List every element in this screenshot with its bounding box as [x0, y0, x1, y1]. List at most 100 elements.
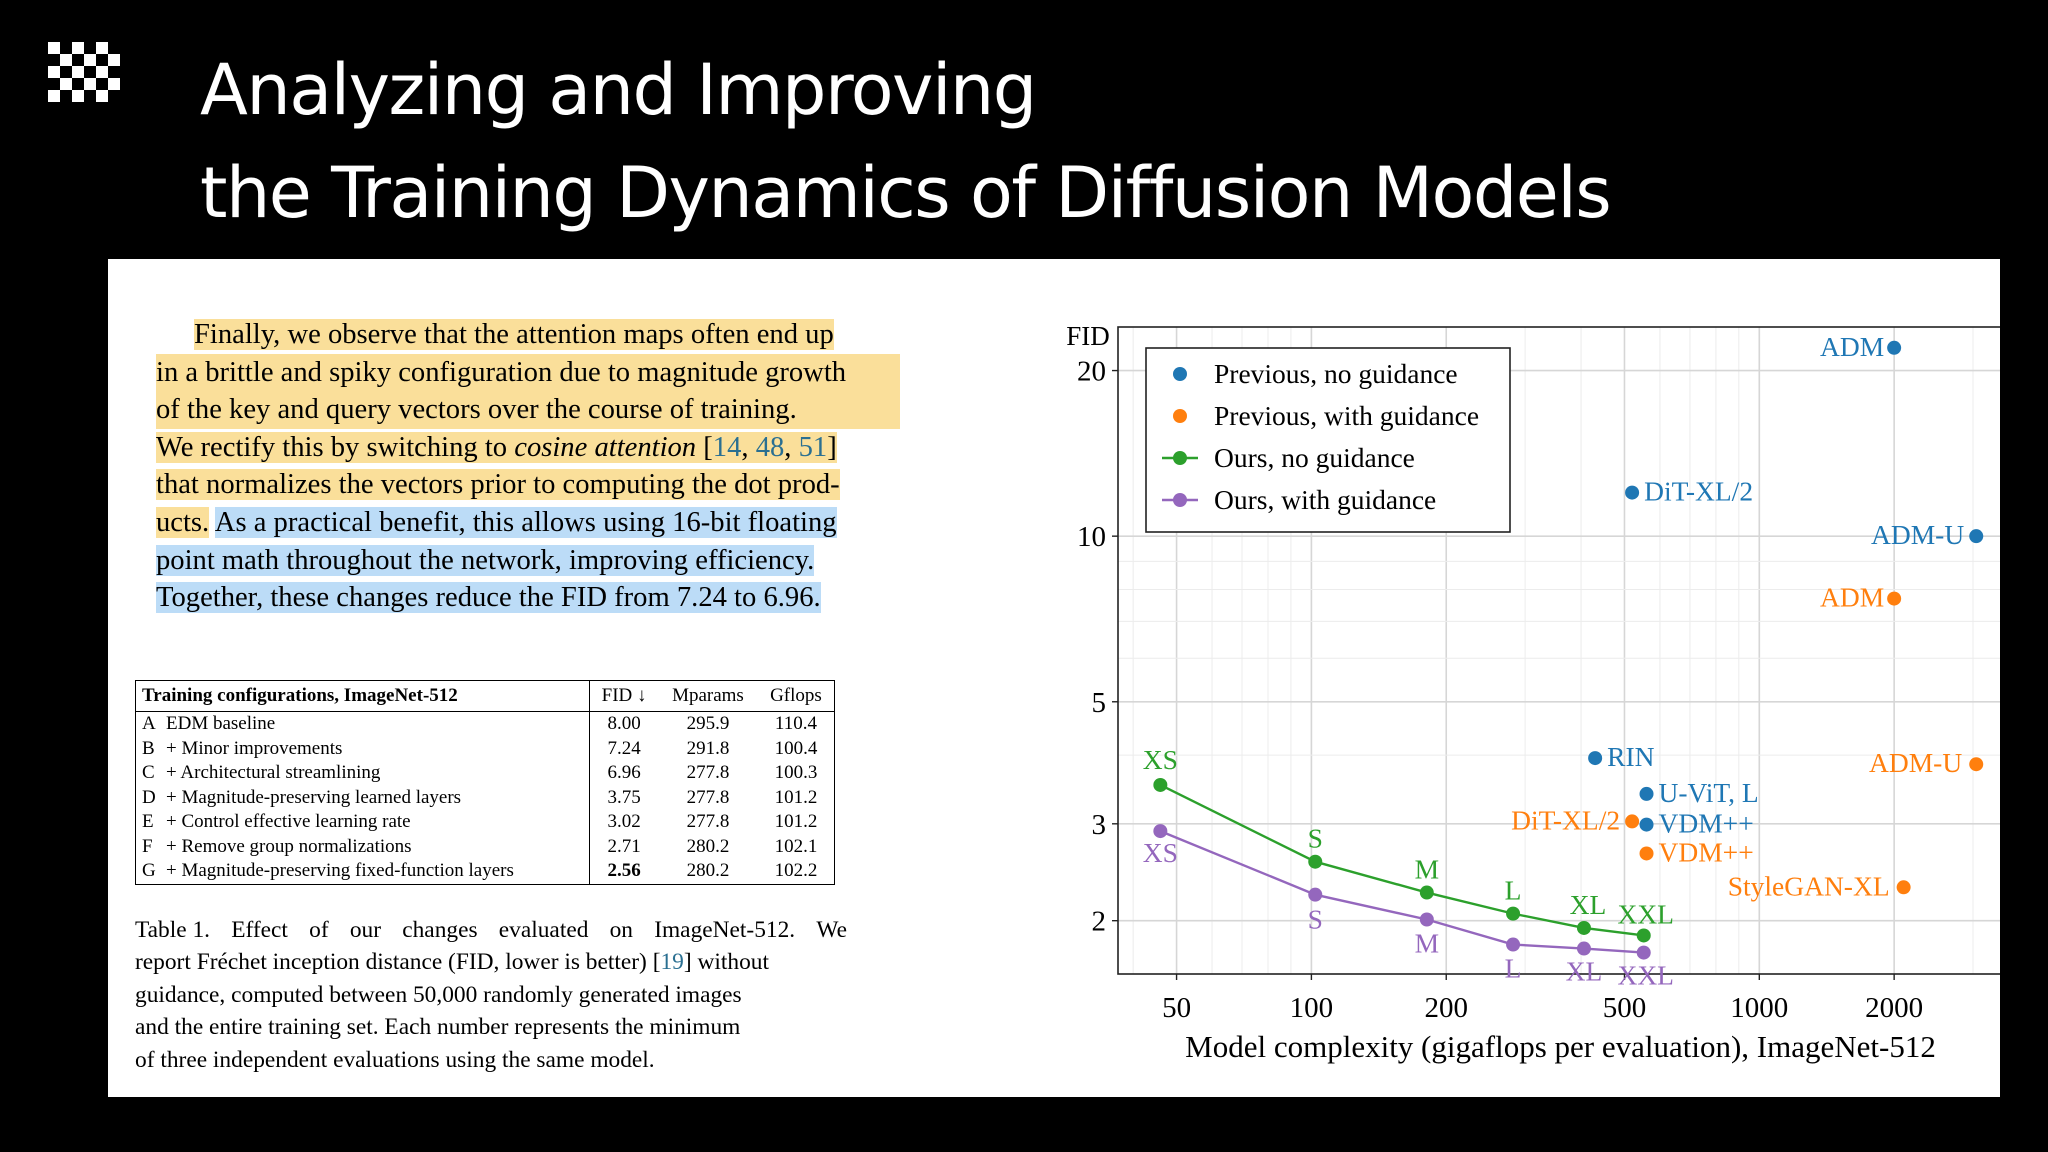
data-label: S: [1308, 823, 1323, 854]
table-header-mparams: Mparams: [658, 680, 758, 712]
data-point: [1887, 340, 1902, 355]
data-label: XL: [1566, 956, 1603, 987]
data-label: ADM-U: [1871, 519, 1964, 550]
row-letter: D: [142, 786, 156, 808]
row-mparams: 291.8: [686, 737, 730, 759]
row-description: + Minor improvements: [166, 737, 343, 759]
data-point: [1625, 485, 1640, 500]
y-tick-label: 20: [1077, 356, 1106, 388]
data-point: [1639, 786, 1654, 801]
legend-swatch-marker: [1173, 367, 1187, 381]
row-gflops: 102.2: [774, 860, 818, 881]
legend-box: [1145, 347, 1511, 533]
paragraph-line: that normalizes the vectors prior to com…: [156, 469, 840, 501]
table-row: B + Minor improvements 7.24 291.8 100.4: [136, 736, 835, 761]
data-label: L: [1505, 875, 1522, 906]
row-description: + Remove group normalizations: [166, 835, 412, 857]
data-point: [1896, 880, 1911, 895]
citation-link[interactable]: 48: [755, 431, 785, 463]
table-row: D + Magnitude-preserving learned layers 3.…: [136, 785, 835, 810]
legend-label: Previous, no guidance: [1214, 358, 1458, 389]
x-tick-label: 500: [1603, 992, 1647, 1024]
data-label: XL: [1570, 889, 1607, 920]
data-label: RIN: [1607, 741, 1655, 772]
data-label: StyleGAN-XL: [1728, 870, 1890, 901]
citation-link[interactable]: 14: [712, 431, 742, 463]
series-line: [1159, 783, 1644, 937]
paragraph-line: point math throughout the network, impro…: [156, 544, 815, 576]
row-fid: 3.75: [589, 785, 659, 810]
data-point: [1636, 945, 1651, 960]
citation-link[interactable]: 19: [660, 949, 684, 976]
data-point: [1639, 817, 1654, 832]
caption-line: guidance, computed between 50,000 random…: [135, 981, 742, 1008]
data-label: XXL: [1617, 960, 1674, 991]
training-config-table: Training configurations, ImageNet-512 FI…: [135, 680, 835, 885]
row-gflops: 100.4: [774, 737, 818, 759]
legend-label: Previous, with guidance: [1214, 400, 1479, 431]
paragraph-line: ucts. As a practical benefit, this allow…: [156, 506, 837, 538]
x-tick-label: 50: [1162, 992, 1191, 1024]
row-fid: 2.71: [589, 834, 659, 859]
legend-swatch-marker: [1173, 493, 1187, 507]
row-fid: 6.96: [589, 761, 659, 786]
paragraph-line: of the key and query vectors over the co…: [156, 391, 900, 429]
data-point: [1625, 814, 1640, 829]
data-label: M: [1415, 854, 1439, 885]
row-gflops: 100.3: [774, 762, 818, 783]
table-header-row: Training configurations, ImageNet-512 FI…: [135, 680, 835, 712]
legend-label: Ours, no guidance: [1214, 442, 1415, 473]
checkerboard-logo-icon: [48, 42, 120, 102]
data-label: VDM++: [1659, 836, 1754, 867]
data-point: [1419, 885, 1434, 900]
row-letter: A: [142, 713, 156, 734]
series-ours-no-guidance: XS S M L XL XXL: [1143, 744, 1674, 943]
legend-swatch-marker: [1173, 451, 1187, 465]
caption-line: of three independent evaluations using t…: [135, 1046, 655, 1073]
row-letter: C: [142, 762, 155, 783]
data-point: [1308, 887, 1323, 902]
row-mparams: 277.8: [686, 811, 730, 832]
citation-link[interactable]: 51: [798, 431, 828, 463]
row-fid: 8.00: [589, 711, 659, 737]
data-label: XS: [1143, 744, 1178, 775]
data-point: [1969, 757, 1984, 772]
row-description: + Magnitude-preserving fixed-function la…: [166, 860, 514, 881]
data-point: [1636, 928, 1651, 943]
data-label: M: [1415, 927, 1439, 958]
data-label: ADM: [1820, 582, 1884, 613]
paragraph-line: Finally, we observe that the attention m…: [194, 319, 834, 350]
x-tick-label: 100: [1290, 992, 1334, 1024]
caption-line: Table 1. Effect of our changes evaluated on Ima…: [135, 917, 847, 943]
x-axis-label: Model complexity (gigaflops per evaluati…: [1185, 1029, 1936, 1064]
row-mparams: 277.8: [686, 786, 730, 808]
table-header-config: Training configurations, ImageNet-512: [135, 680, 590, 712]
y-tick-label: 5: [1092, 687, 1107, 719]
row-description: EDM baseline: [166, 713, 276, 734]
table-header-gflops: Gflops: [757, 680, 835, 712]
row-description: + Magnitude-preserving learned layers: [166, 786, 462, 808]
row-fid: 3.02: [589, 810, 659, 835]
table-row: C + Architectural streamlining 6.96 277.8 10…: [136, 761, 835, 786]
data-point: [1887, 591, 1902, 606]
data-label: DiT-XL/2: [1511, 804, 1620, 835]
slide-title-line-2: the Training Dynamics of Diffusion Model…: [200, 152, 1612, 234]
slide-title-line-1: Analyzing and Improving: [200, 49, 1037, 131]
y-tick-label: 10: [1077, 521, 1106, 553]
x-tick-label: 2000: [1865, 992, 1923, 1024]
row-mparams: 280.2: [686, 835, 730, 857]
row-description: + Architectural streamlining: [166, 762, 381, 783]
table-caption: Table 1. Effect of our changes evaluated on Ima…: [135, 914, 847, 1076]
data-label: XXL: [1617, 898, 1674, 929]
data-point: [1969, 529, 1984, 544]
y-tick-label: 3: [1092, 809, 1107, 841]
data-label: XS: [1143, 837, 1178, 868]
data-label: ADM: [1820, 331, 1884, 362]
data-point: [1153, 824, 1168, 839]
data-label: DiT-XL/2: [1644, 476, 1753, 507]
row-gflops: 102.1: [774, 835, 818, 857]
paragraph-line: We rectify this by switching to cosine a…: [156, 431, 837, 463]
row-letter: F: [142, 835, 153, 857]
data-point: [1576, 920, 1591, 935]
